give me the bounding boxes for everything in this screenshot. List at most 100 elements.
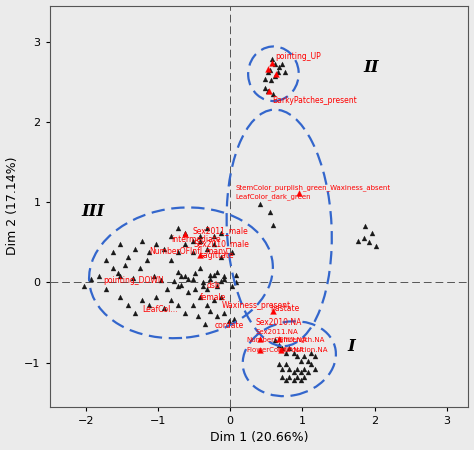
Point: [300, 374, 308, 381]
Point: [174, 224, 182, 231]
Point: [167, 256, 174, 264]
Point: [196, 265, 203, 272]
Text: InflPosition.NA: InflPosition.NA: [277, 347, 328, 353]
Point: [124, 302, 131, 309]
Point: [203, 224, 211, 231]
Text: NumberOFInfl.NA: NumberOFInfl.NA: [246, 337, 307, 343]
Point: [177, 281, 185, 288]
Text: pointing_DOWN: pointing_DOWN: [104, 276, 164, 285]
Point: [264, 88, 272, 95]
Point: [160, 305, 167, 312]
Point: [285, 365, 293, 373]
Y-axis label: Dim 2 (17.14%): Dim 2 (17.14%): [6, 157, 18, 256]
Point: [117, 272, 124, 279]
Text: Sex2011_male: Sex2011_male: [192, 226, 248, 235]
Point: [153, 293, 160, 301]
Point: [117, 293, 124, 301]
Point: [182, 309, 189, 316]
Text: hastate: hastate: [270, 305, 299, 314]
Point: [153, 240, 160, 248]
Point: [210, 297, 218, 304]
Point: [230, 315, 237, 322]
Point: [256, 200, 264, 207]
Point: [297, 369, 305, 376]
Text: pointing_UP: pointing_UP: [275, 52, 320, 61]
Text: III: III: [81, 203, 104, 220]
Point: [117, 240, 124, 248]
Point: [290, 350, 298, 357]
Point: [218, 229, 225, 236]
Point: [174, 282, 182, 289]
Text: StemColor_purplish_green_Waxiness_absent: StemColor_purplish_green_Waxiness_absent: [236, 184, 391, 191]
Text: I: I: [347, 338, 356, 355]
Point: [275, 64, 283, 71]
Point: [264, 68, 272, 76]
Point: [184, 288, 192, 296]
Point: [189, 302, 196, 309]
Point: [300, 365, 308, 373]
Point: [196, 232, 203, 239]
Point: [256, 335, 264, 342]
Point: [203, 302, 211, 309]
Point: [307, 350, 315, 357]
Point: [266, 208, 273, 216]
Point: [206, 272, 214, 279]
Text: II: II: [363, 59, 379, 76]
Point: [158, 276, 165, 284]
Point: [124, 253, 131, 261]
Point: [150, 272, 158, 279]
Text: LeafColor_dark_green: LeafColor_dark_green: [236, 193, 311, 200]
Point: [196, 237, 203, 244]
Text: BarkyPatches_present: BarkyPatches_present: [272, 96, 357, 105]
Text: LeafCol...: LeafCol...: [142, 305, 177, 314]
Point: [295, 189, 302, 196]
Point: [281, 68, 289, 76]
Text: Sex2010.NA: Sex2010.NA: [255, 318, 302, 327]
Text: Sex2010_male: Sex2010_male: [194, 239, 250, 248]
Point: [220, 272, 228, 279]
Point: [114, 269, 122, 276]
Point: [194, 313, 201, 320]
Point: [199, 282, 207, 289]
Point: [102, 285, 109, 292]
Point: [174, 248, 182, 256]
Point: [138, 297, 146, 304]
Point: [228, 282, 235, 289]
Text: intermediate: intermediate: [171, 234, 220, 243]
Point: [210, 232, 218, 239]
Text: dsb: dsb: [207, 281, 221, 290]
Point: [278, 61, 286, 68]
Point: [182, 231, 189, 238]
Point: [270, 221, 277, 228]
Text: NumberOFInfl_many: NumberOFInfl_many: [149, 248, 228, 256]
Point: [218, 253, 225, 261]
Point: [283, 377, 290, 384]
Text: sagittate: sagittate: [200, 252, 234, 261]
Point: [290, 369, 298, 376]
Point: [272, 70, 279, 77]
Point: [136, 265, 144, 272]
Point: [275, 361, 283, 368]
Point: [201, 320, 209, 328]
Point: [368, 229, 375, 236]
Point: [265, 88, 273, 95]
Point: [372, 243, 380, 250]
Text: Waxiness_present: Waxiness_present: [221, 301, 291, 310]
Point: [167, 297, 174, 304]
Point: [213, 313, 221, 320]
Point: [189, 248, 196, 256]
Point: [285, 374, 293, 381]
Point: [196, 252, 203, 259]
Point: [304, 369, 312, 376]
Point: [213, 268, 221, 275]
Point: [271, 337, 279, 344]
Point: [278, 365, 286, 373]
Point: [213, 282, 221, 289]
Point: [163, 285, 170, 292]
Point: [232, 272, 240, 279]
Point: [146, 248, 153, 256]
Point: [189, 237, 196, 244]
Point: [300, 353, 308, 360]
Point: [290, 377, 298, 384]
Point: [278, 345, 286, 352]
